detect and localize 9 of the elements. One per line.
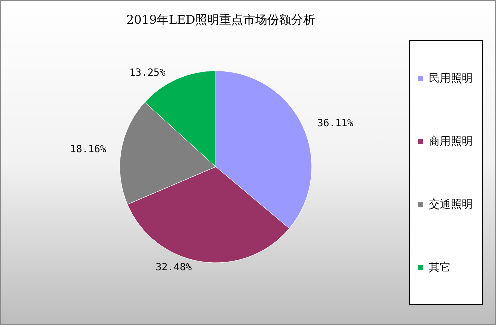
legend-label: 其它	[429, 261, 451, 274]
data-label: 18.16%	[70, 144, 106, 156]
data-label: 32.48%	[156, 262, 192, 274]
legend-label: 民用照明	[429, 72, 473, 85]
chart-title: 2019年LED照明重点市场份额分析	[126, 13, 316, 27]
data-label: 13.25%	[130, 68, 166, 80]
legend-label: 交通照明	[429, 198, 473, 211]
data-label: 36.11%	[317, 118, 354, 130]
legend-label: 商用照明	[429, 135, 473, 148]
